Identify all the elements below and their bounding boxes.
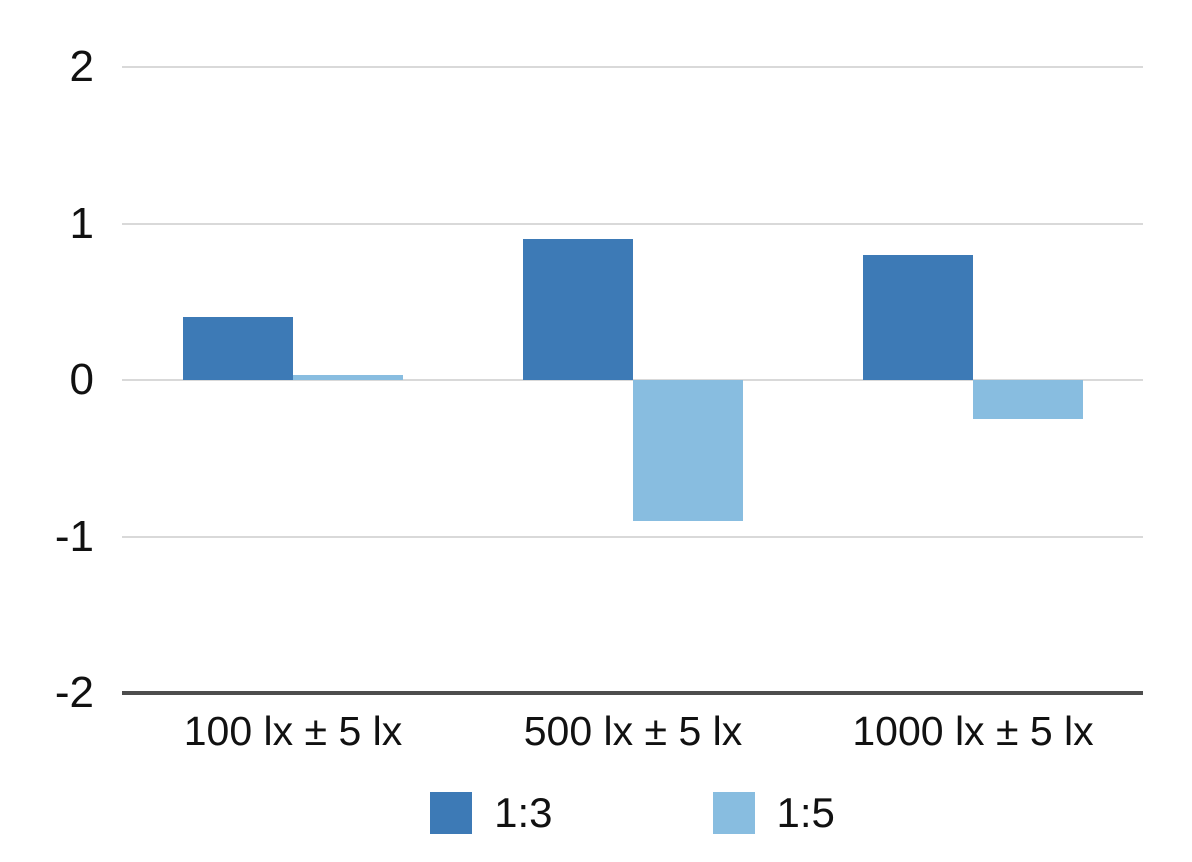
y-tick-label: 0 — [69, 355, 94, 404]
gridline — [122, 222, 1143, 225]
bar — [863, 254, 973, 380]
bar — [183, 317, 293, 380]
legend-label: 1:5 — [776, 789, 835, 836]
gridline — [122, 535, 1143, 538]
bar — [523, 239, 633, 380]
y-tick-label: 2 — [69, 42, 94, 91]
x-category-label: 500 lx ± 5 lx — [523, 708, 743, 754]
gridline — [122, 379, 1143, 381]
bar — [633, 380, 743, 521]
y-tick-label: -2 — [54, 668, 94, 717]
bar — [293, 375, 403, 380]
y-tick-label: 1 — [69, 198, 94, 248]
gridline — [122, 66, 1143, 68]
y-tick-label: -1 — [54, 511, 94, 561]
legend-item: 1:5 — [712, 789, 835, 836]
x-category-label: 1000 lx ± 5 lx — [852, 708, 1094, 754]
x-axis-line — [122, 691, 1143, 695]
x-category-label: 100 lx ± 5 lx — [183, 708, 403, 754]
legend-label: 1:3 — [494, 789, 553, 836]
legend-swatch-1-5 — [712, 792, 755, 834]
legend: 1:3 1:5 — [122, 792, 1143, 834]
legend-swatch-1-3 — [430, 792, 473, 834]
bar — [973, 380, 1083, 420]
legend-item: 1:3 — [430, 789, 553, 836]
